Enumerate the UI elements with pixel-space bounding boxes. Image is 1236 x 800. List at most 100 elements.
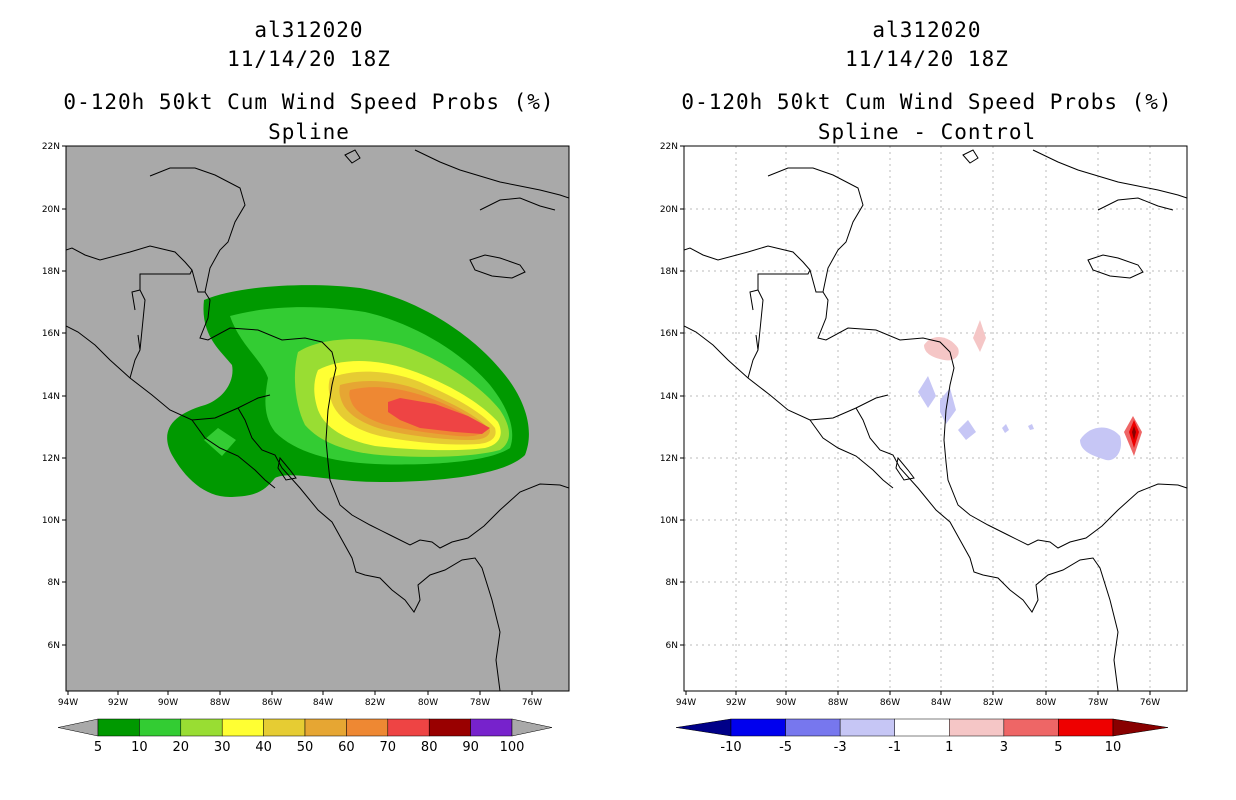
coastline-segment-9 (1032, 149, 1187, 199)
left-coastlines (66, 149, 569, 691)
coastline-segment-3 (809, 419, 894, 489)
lon-label-76W: 76W (1140, 698, 1160, 708)
coastline-segment-8 (1087, 254, 1144, 279)
coastline-segment-3 (191, 419, 276, 489)
coastline-segment-2 (66, 325, 271, 421)
diff-negative-dot-1 (1002, 424, 1009, 433)
lat-label-6N: 6N (666, 641, 678, 651)
lon-label-80W: 80W (418, 698, 438, 708)
colorbar-bin-1 (785, 718, 841, 737)
left-datetime: 11/14/20 18Z (227, 47, 391, 71)
lon-label-90W: 90W (776, 698, 796, 708)
colorbar-bin-9 (470, 718, 513, 737)
lat-label-12N: 12N (42, 454, 60, 464)
left-subtitle: Spline (268, 120, 350, 144)
lat-label-10N: 10N (660, 516, 678, 526)
colorbar-label-5: 3 (1000, 740, 1008, 755)
colorbar-bin-3 (894, 718, 950, 737)
coastline-segment-11 (344, 149, 361, 164)
colorbar-label-2: 20 (173, 740, 190, 755)
coastline-segment-11 (962, 149, 979, 164)
colorbar-label-4: 40 (255, 740, 272, 755)
left-panel: al312020 11/14/20 18Z 0-120h 50kt Cum Wi… (42, 18, 570, 755)
diff-negative-blob-3 (958, 420, 976, 440)
lon-label-86W: 86W (880, 698, 900, 708)
lat-label-8N: 8N (48, 578, 60, 588)
right-storm-id: al312020 (872, 18, 982, 42)
coastline-segment-5 (747, 334, 759, 379)
lon-label-94W: 94W (58, 698, 78, 708)
coastline-segment-2 (684, 325, 889, 421)
lat-label-8N: 8N (666, 578, 678, 588)
left-axis-ticks: 22N 20N 18N 16N 14N 12N 10N 8N 6N 94W 92W 90W 88W 86W… (42, 142, 542, 708)
right-map-frame (683, 145, 1188, 692)
coastline-segment-1 (199, 291, 569, 549)
lat-label-22N: 22N (660, 142, 678, 152)
lat-label-20N: 20N (660, 205, 678, 215)
lat-label-22N: 22N (42, 142, 60, 152)
colorbar-label-3: -1 (888, 740, 901, 755)
lon-label-92W: 92W (726, 698, 746, 708)
lon-label-82W: 82W (365, 698, 385, 708)
colorbar-label-5: 50 (297, 740, 314, 755)
colorbar-label-4: 1 (945, 740, 953, 755)
colorbar-bin-5 (304, 718, 347, 737)
colorbar-bin-2 (839, 718, 895, 737)
colorbar-label-7: 70 (380, 740, 397, 755)
diff-positive-high-core (1132, 426, 1136, 440)
lon-label-76W: 76W (522, 698, 542, 708)
coastline-segment-12 (277, 456, 297, 481)
colorbar-bin-1 (139, 718, 182, 737)
colorbar-bin-2 (180, 718, 223, 737)
right-subtitle: Spline - Control (817, 120, 1037, 144)
colorbar-label-6: 60 (338, 740, 355, 755)
right-axis-ticks: 22N 20N 18N 16N 14N 12N 10N 8N 6N 94W 92W 90W 88W 86W… (660, 142, 1160, 708)
lon-label-80W: 80W (1036, 698, 1056, 708)
lon-label-78W: 78W (470, 698, 490, 708)
left-product-title: 0-120h 50kt Cum Wind Speed Probs (%) (63, 90, 555, 114)
lon-label-82W: 82W (983, 698, 1003, 708)
lat-label-20N: 20N (42, 205, 60, 215)
coastline-segment-4 (855, 407, 1119, 691)
colorbar-end-right (1112, 718, 1169, 737)
colorbar-label-0: -10 (720, 740, 741, 755)
right-panel: al312020 11/14/20 18Z 0-120h 50kt Cum Wi… (618, 0, 1236, 800)
coastline-segment-8 (469, 254, 526, 279)
right-gridlines (684, 146, 1187, 691)
colorbar-bin-7 (387, 718, 430, 737)
diff-negative-dot-2 (1028, 424, 1034, 430)
lat-label-6N: 6N (48, 641, 60, 651)
colorbar-end-right (511, 718, 553, 737)
left-map-frame (65, 145, 570, 692)
diff-negative-blob-1 (918, 376, 936, 408)
colorbar-label-1: 10 (131, 740, 148, 755)
lon-label-94W: 94W (676, 698, 696, 708)
lon-label-78W: 78W (1088, 698, 1108, 708)
lon-label-88W: 88W (828, 698, 848, 708)
lon-label-86W: 86W (262, 698, 282, 708)
coastline-segment-12 (895, 456, 915, 481)
coastline-segment-9 (414, 149, 569, 199)
lat-label-16N: 16N (660, 329, 678, 339)
colorbar-label-8: 80 (421, 740, 438, 755)
colorbar-bin-0 (730, 718, 786, 737)
colorbar-label-10: 100 (500, 740, 525, 755)
coastline-segment-5 (129, 334, 141, 379)
lat-label-14N: 14N (660, 392, 678, 402)
lon-label-90W: 90W (158, 698, 178, 708)
diff-positive-blob-1 (924, 336, 959, 361)
right-product-title: 0-120h 50kt Cum Wind Speed Probs (%) (681, 90, 1173, 114)
left-storm-id: al312020 (254, 18, 364, 42)
right-colorbar: -10 -5 -3 -1 1 3 5 10 (675, 718, 1169, 755)
lat-label-14N: 14N (42, 392, 60, 402)
colorbar-bin-0 (97, 718, 140, 737)
colorbar-bin-4 (263, 718, 306, 737)
colorbar-bin-6 (1058, 718, 1114, 737)
right-map: 22N 20N 18N 16N 14N 12N 10N 8N 6N 94W 92W 90W 88W 86W… (660, 142, 1188, 755)
right-difference-contours (918, 320, 1142, 461)
lat-label-12N: 12N (660, 454, 678, 464)
lon-label-84W: 84W (931, 698, 951, 708)
lat-label-18N: 18N (660, 267, 678, 277)
lon-label-84W: 84W (313, 698, 333, 708)
colorbar-label-9: 90 (462, 740, 479, 755)
